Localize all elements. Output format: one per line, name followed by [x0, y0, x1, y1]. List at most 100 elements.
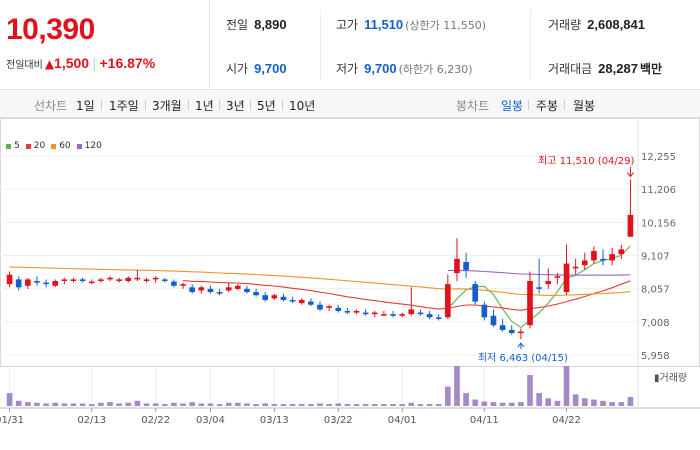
- candle-body: [344, 311, 351, 313]
- legend-ma20[interactable]: 20: [25, 141, 45, 151]
- change-percent: +16.87%: [99, 55, 156, 71]
- volume-bar: [79, 403, 86, 406]
- period-1y[interactable]: 1년: [195, 99, 214, 113]
- candle: [189, 284, 196, 294]
- current-price-box: 10,390 전일대비 ▲1,500 | +16.87%: [0, 0, 210, 90]
- open-label: 시가: [226, 62, 249, 76]
- candle-body: [79, 279, 86, 281]
- x-tick-label: 03/22: [324, 415, 353, 426]
- candle-body: [618, 249, 625, 255]
- candle: [52, 279, 59, 288]
- up-arrow-icon: ▲: [44, 57, 55, 71]
- candle-body: [308, 301, 314, 305]
- candle-chart-label: 봉차트: [456, 99, 490, 113]
- candle: [545, 268, 552, 289]
- candle: [618, 244, 625, 259]
- period-1w[interactable]: 1주일: [109, 99, 139, 113]
- candle-body: [381, 314, 387, 316]
- candle: [225, 282, 232, 293]
- high-price: 고가 11,510 (상한가 11,550): [336, 16, 486, 33]
- legend-ma5[interactable]: 5: [6, 141, 20, 151]
- x-tick-label: 01/31: [0, 415, 24, 426]
- candle: [627, 179, 634, 237]
- candle: [463, 252, 469, 278]
- candle-monthly[interactable]: 월봉: [573, 99, 596, 113]
- volume-bar: [454, 366, 460, 406]
- volume-bar: [107, 402, 113, 406]
- candle: [435, 314, 442, 321]
- candle: [490, 309, 497, 327]
- legend-swatch: [25, 143, 31, 149]
- candle: [518, 328, 524, 340]
- candle-body: [15, 279, 22, 288]
- volume-bar: [244, 403, 250, 406]
- candle: [289, 296, 296, 304]
- candle-body: [107, 277, 113, 280]
- candle-body: [444, 284, 451, 318]
- y-tick-label: 7,008: [641, 318, 670, 329]
- candle: [216, 288, 223, 296]
- volume-bar: [518, 402, 524, 406]
- divider: [219, 100, 220, 110]
- candle: [43, 279, 49, 288]
- candle: [79, 277, 86, 283]
- legend-swatch: [6, 143, 11, 149]
- candle-body: [6, 274, 13, 285]
- candle: [499, 318, 506, 332]
- candle-daily[interactable]: 일봉: [501, 99, 524, 113]
- x-tick-label: 03/13: [260, 415, 289, 426]
- volume-bar: [271, 404, 278, 406]
- candle: [335, 304, 342, 313]
- candle: [180, 282, 186, 289]
- volume-bar: [152, 403, 159, 406]
- candle-body: [454, 258, 460, 274]
- legend-swatch: [51, 143, 57, 149]
- period-3y[interactable]: 3년: [226, 99, 245, 113]
- candle: [353, 309, 360, 315]
- candle-weekly[interactable]: 주봉: [536, 99, 559, 113]
- candle-body: [262, 295, 269, 300]
- change-separator: |: [92, 57, 97, 72]
- x-tick-label: 04/01: [388, 415, 417, 426]
- period-5y[interactable]: 5년: [257, 99, 276, 113]
- candle: [161, 277, 168, 283]
- candle: [381, 311, 387, 316]
- volume-bar: [88, 404, 95, 406]
- candle-body: [499, 325, 506, 330]
- volume-bar: [198, 403, 205, 406]
- candle-body: [216, 292, 223, 294]
- volume-bar: [289, 404, 296, 406]
- y-tick-label: 10,156: [641, 218, 676, 229]
- legend-ma60[interactable]: 60: [51, 141, 71, 151]
- low-value: 9,700: [364, 61, 397, 76]
- high-arrow-head: [627, 172, 634, 178]
- period-10y[interactable]: 10년: [289, 99, 316, 113]
- chart-period-bar: 선차트 1일 1주일 3개월 1년 3년 5년 10년 봉차트 일봉 주봉 월봉: [0, 91, 700, 118]
- candle: [207, 285, 214, 294]
- volume-bar: [98, 402, 104, 406]
- candle: [152, 276, 159, 283]
- candle-body: [335, 307, 342, 312]
- ma5-line: [447, 245, 631, 329]
- candle-body: [527, 280, 533, 326]
- volume-bar: [618, 402, 625, 406]
- volume-bar: [207, 403, 214, 406]
- candle-body: [435, 317, 442, 319]
- x-tick-label: 02/13: [77, 415, 106, 426]
- legend-ma120[interactable]: 120: [76, 141, 102, 151]
- candle-body: [271, 295, 278, 299]
- candle-body: [280, 296, 287, 300]
- candle-body: [317, 304, 323, 310]
- high-value: 11,510: [364, 17, 404, 32]
- candle-body: [24, 279, 31, 286]
- period-3m[interactable]: 3개월: [152, 99, 182, 113]
- candle: [271, 293, 278, 300]
- candle: [417, 309, 424, 316]
- candle-body: [298, 299, 305, 304]
- candle: [609, 247, 616, 266]
- candle: [563, 244, 570, 296]
- period-1d[interactable]: 1일: [76, 99, 95, 113]
- volume-label: ▮거래량: [654, 372, 687, 384]
- open-price: 시가 9,700: [226, 60, 287, 77]
- candle: [234, 284, 241, 291]
